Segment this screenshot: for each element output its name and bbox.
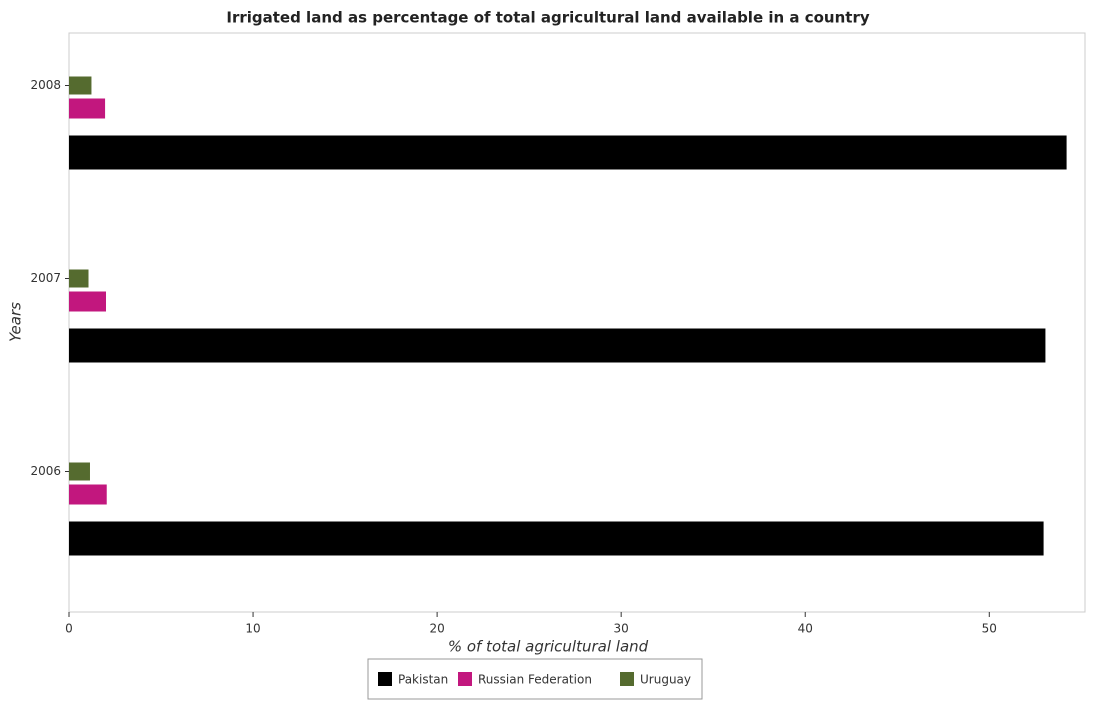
legend-swatch: [620, 672, 634, 686]
x-tick-label: 30: [614, 622, 629, 636]
bar: [69, 484, 107, 505]
plot-frame: [68, 32, 1086, 613]
y-tick-label: 2008: [30, 78, 61, 92]
chart-title: Irrigated land as percentage of total ag…: [226, 9, 869, 27]
bar: [69, 269, 89, 288]
bar: [69, 98, 106, 119]
y-axis-label: Years: [7, 302, 25, 342]
legend-label: Russian Federation: [478, 673, 592, 687]
x-tick-label: 50: [982, 622, 997, 636]
x-axis-label: % of total agricultural land: [448, 638, 649, 656]
y-tick-label: 2007: [30, 271, 61, 285]
x-tick-label: 40: [798, 622, 813, 636]
bar: [69, 135, 1067, 170]
legend-label: Uruguay: [640, 673, 691, 687]
legend: [367, 658, 703, 700]
x-tick-label: 10: [245, 622, 260, 636]
x-tick-label: 20: [429, 622, 444, 636]
legend-label: Pakistan: [398, 673, 448, 687]
bar: [69, 76, 92, 95]
x-tick-label: 0: [65, 622, 73, 636]
bar: [69, 291, 106, 312]
y-tick-label: 2006: [30, 464, 61, 478]
legend-swatch: [458, 672, 472, 686]
bar: [69, 328, 1046, 363]
legend-swatch: [378, 672, 392, 686]
bar: [69, 521, 1044, 556]
bar: [69, 462, 90, 481]
